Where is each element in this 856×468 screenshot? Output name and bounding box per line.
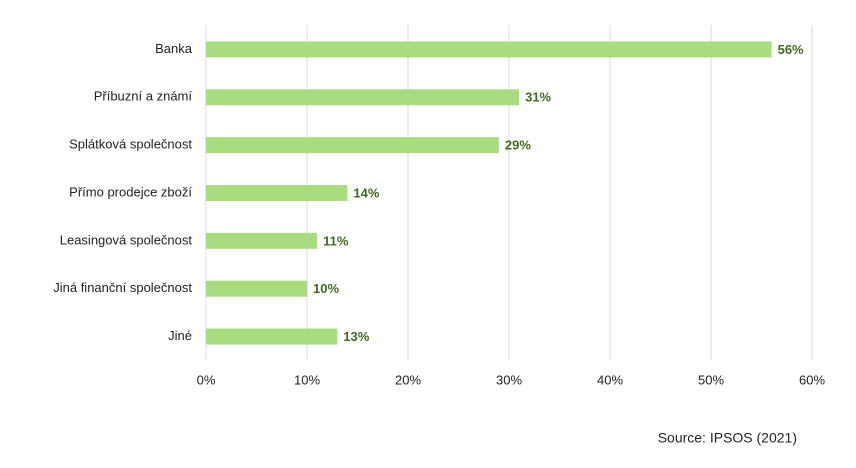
x-tick-label: 40% [597,372,623,387]
value-label: 29% [505,138,531,153]
y-tick-label: Jiné [168,328,192,343]
y-tick-label: Splátková společnost [69,137,192,152]
bar [206,328,338,345]
bar [206,280,307,297]
y-tick-label: Leasingová společnost [60,232,193,247]
x-tick-label: 0% [197,372,216,387]
value-label: 10% [313,281,339,296]
bar [206,41,772,58]
x-tick-label: 50% [698,372,724,387]
source-note: Source: IPSOS (2021) [658,430,797,446]
y-tick-label: Banka [155,41,193,56]
bar [206,137,499,154]
value-label: 14% [353,185,379,200]
x-tick-label: 20% [395,372,421,387]
value-label: 11% [323,233,349,248]
x-tick-label: 30% [496,372,522,387]
value-label: 56% [778,42,804,57]
value-label: 13% [343,329,369,344]
y-tick-label: Přímo prodejce zboží [69,184,192,199]
bar [206,232,318,249]
y-tick-label: Příbuzní a známí [94,89,193,104]
bar [206,89,520,106]
value-label: 31% [525,90,551,105]
x-tick-label: 60% [799,372,825,387]
x-tick-label: 10% [294,372,320,387]
y-tick-label: Jiná finanční společnost [53,280,192,295]
bar [206,185,348,201]
